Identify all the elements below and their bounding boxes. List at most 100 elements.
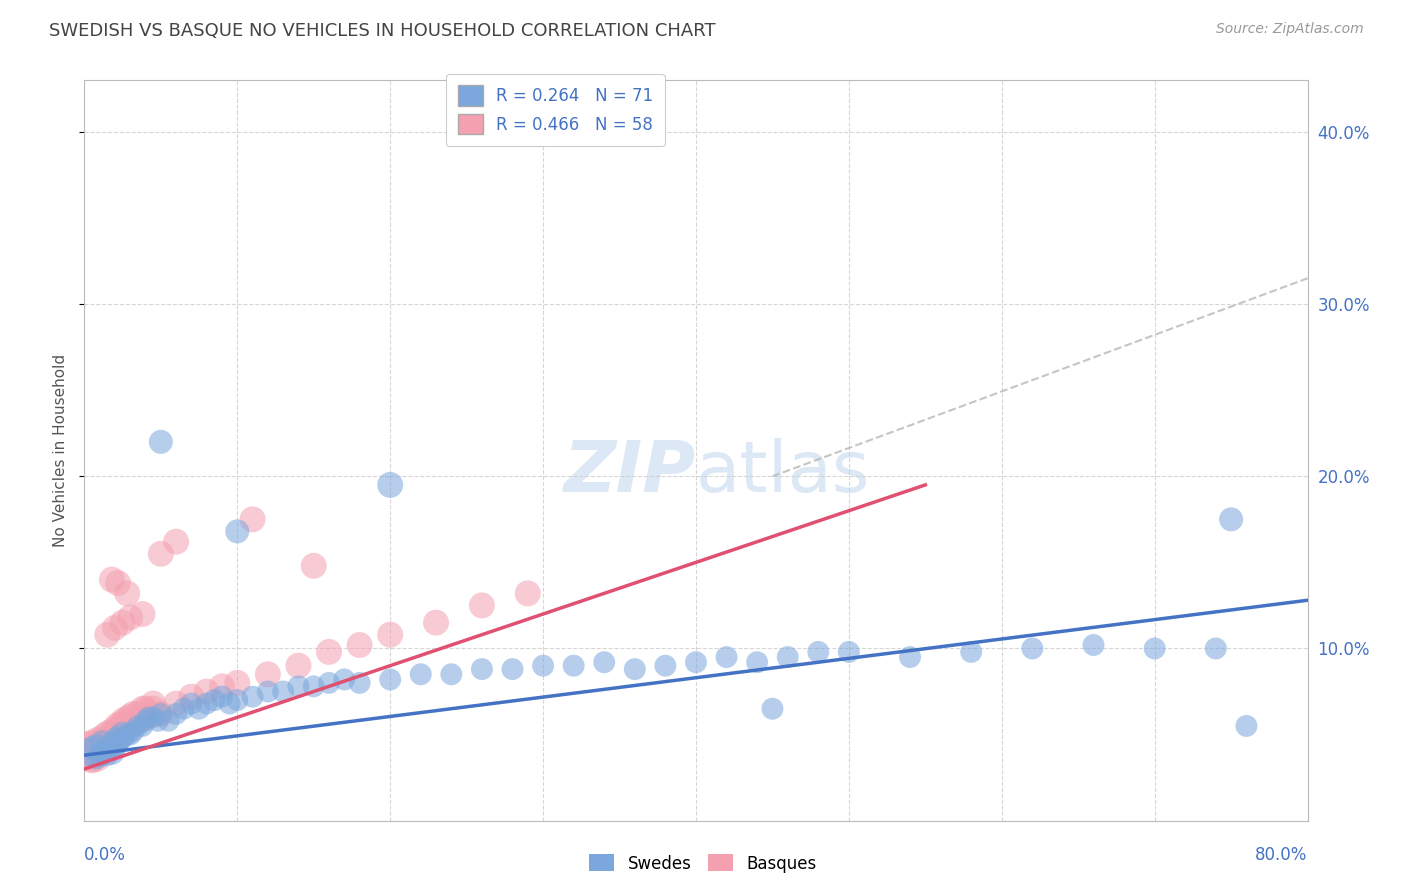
Point [180, 697, 202, 711]
Point [838, 645, 860, 659]
Point [165, 534, 187, 549]
Point [380, 673, 402, 687]
Point [80, 741, 103, 756]
Point [302, 679, 325, 693]
Point [188, 702, 211, 716]
Point [101, 731, 124, 745]
Point [146, 714, 169, 728]
Point [471, 599, 494, 613]
Point [257, 684, 280, 698]
Point [112, 714, 135, 728]
Point [960, 645, 983, 659]
Point [195, 684, 218, 698]
Point [180, 690, 202, 704]
Legend: R = 0.264   N = 71, R = 0.466   N = 58: R = 0.264 N = 71, R = 0.466 N = 58 [446, 74, 665, 146]
Point [165, 706, 187, 721]
Point [86, 741, 108, 756]
Point [898, 650, 921, 665]
Point [101, 573, 124, 587]
Point [104, 621, 127, 635]
Point [807, 645, 830, 659]
Point [218, 697, 240, 711]
Point [80, 745, 103, 759]
Point [91, 736, 114, 750]
Point [1220, 512, 1243, 526]
Point [1083, 638, 1105, 652]
Point [135, 714, 157, 728]
Point [111, 615, 134, 630]
Point [104, 731, 127, 745]
Point [226, 693, 249, 707]
Point [149, 434, 172, 449]
Point [107, 731, 129, 745]
Point [654, 658, 676, 673]
Point [115, 586, 138, 600]
Point [302, 558, 325, 573]
Point [271, 684, 294, 698]
Point [349, 638, 371, 652]
Point [242, 690, 264, 704]
Point [91, 741, 114, 756]
Point [115, 714, 138, 728]
Text: atlas: atlas [696, 438, 870, 508]
Point [318, 676, 340, 690]
Point [142, 697, 165, 711]
Point [115, 727, 138, 741]
Point [747, 655, 769, 669]
Point [91, 736, 114, 750]
Point [593, 655, 616, 669]
Point [226, 676, 249, 690]
Point [149, 706, 172, 721]
Point [195, 697, 218, 711]
Point [120, 719, 142, 733]
Point [86, 748, 108, 763]
Point [97, 727, 120, 741]
Point [104, 736, 127, 750]
Point [104, 724, 127, 739]
Point [122, 724, 145, 739]
Point [86, 752, 108, 766]
Point [142, 710, 165, 724]
Point [776, 650, 799, 665]
Point [1021, 641, 1043, 656]
Point [211, 679, 233, 693]
Point [380, 478, 402, 492]
Point [87, 736, 110, 750]
Point [1143, 641, 1166, 656]
Point [149, 706, 172, 721]
Point [89, 745, 111, 759]
Point [242, 512, 264, 526]
Text: SWEDISH VS BASQUE NO VEHICLES IN HOUSEHOLD CORRELATION CHART: SWEDISH VS BASQUE NO VEHICLES IN HOUSEHO… [49, 22, 716, 40]
Point [471, 662, 494, 676]
Point [101, 745, 124, 759]
Point [96, 736, 118, 750]
Point [111, 727, 134, 741]
Point [110, 719, 132, 733]
Point [380, 628, 402, 642]
Point [101, 741, 124, 756]
Point [107, 736, 129, 750]
Point [349, 676, 371, 690]
Point [77, 745, 100, 759]
Point [409, 667, 432, 681]
Point [257, 667, 280, 681]
Point [149, 547, 172, 561]
Point [111, 731, 134, 745]
Point [89, 748, 111, 763]
Point [135, 702, 157, 716]
Point [685, 655, 707, 669]
Point [91, 745, 114, 759]
Point [131, 719, 153, 733]
Point [440, 667, 463, 681]
Point [516, 586, 538, 600]
Point [716, 650, 738, 665]
Point [502, 662, 524, 676]
Legend: Swedes, Basques: Swedes, Basques [582, 847, 824, 880]
Point [202, 693, 225, 707]
Text: 80.0%: 80.0% [1256, 846, 1308, 863]
Point [131, 607, 153, 621]
Point [120, 610, 142, 624]
Point [127, 706, 149, 721]
Point [318, 645, 340, 659]
Point [333, 673, 356, 687]
